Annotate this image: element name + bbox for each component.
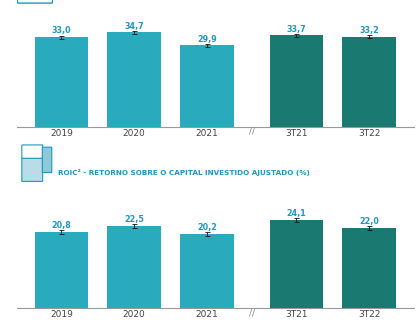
Bar bbox=[342, 36, 396, 127]
Text: 22,5: 22,5 bbox=[124, 215, 144, 224]
Bar bbox=[107, 32, 161, 127]
Text: 34,7: 34,7 bbox=[125, 22, 144, 31]
Text: 33,2: 33,2 bbox=[359, 26, 379, 35]
Bar bbox=[35, 232, 88, 308]
Text: 20,2: 20,2 bbox=[197, 223, 217, 232]
Text: //: // bbox=[249, 127, 255, 136]
Text: ROIC² - RETORNO SOBRE O CAPITAL INVESTIDO AJUSTADO (%): ROIC² - RETORNO SOBRE O CAPITAL INVESTID… bbox=[59, 169, 310, 176]
Bar bbox=[107, 226, 161, 308]
Text: 29,9: 29,9 bbox=[197, 35, 217, 44]
Bar bbox=[270, 220, 323, 308]
Text: 33,0: 33,0 bbox=[52, 27, 71, 35]
Bar bbox=[35, 37, 88, 127]
Text: 20,8: 20,8 bbox=[51, 221, 71, 230]
Bar bbox=[180, 46, 234, 127]
Text: //: // bbox=[249, 308, 255, 317]
Bar bbox=[270, 35, 323, 127]
Bar bbox=[180, 235, 234, 308]
Text: 24,1: 24,1 bbox=[286, 209, 306, 218]
Text: 22,0: 22,0 bbox=[359, 217, 379, 226]
Text: 33,7: 33,7 bbox=[287, 25, 306, 33]
Bar bbox=[342, 228, 396, 308]
